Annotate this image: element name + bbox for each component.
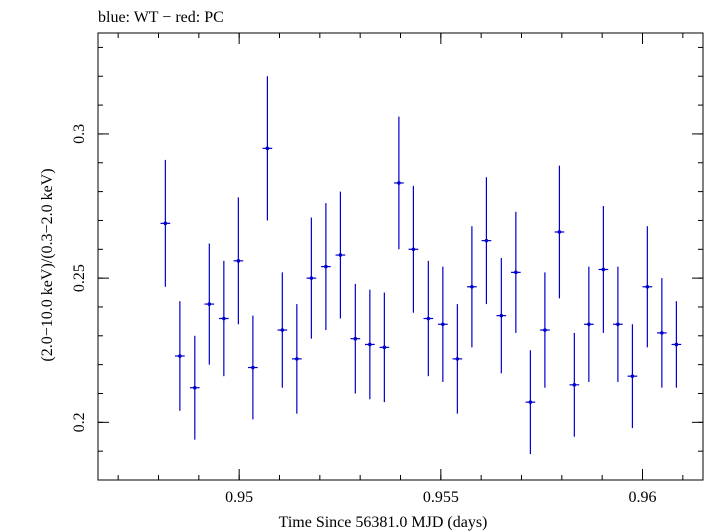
x-tick-label: 0.95 [225,489,253,506]
data-point [321,203,331,331]
point-marker [280,328,285,332]
data-point [540,272,550,388]
data-point [204,243,215,365]
point-marker [338,253,343,257]
data-point [511,211,521,333]
axis-ticks: 0.95 0.955 0.96 0.2 0.25 0.3 [71,33,703,506]
data-point [496,257,507,374]
point-marker [163,221,168,226]
data-point [262,76,273,221]
point-marker [207,302,212,306]
point-marker [397,181,401,185]
point-marker [411,247,416,252]
point-marker [295,357,299,361]
point-marker [265,146,270,151]
data-point [350,283,361,394]
data-point [467,226,477,348]
data-marks [160,76,682,455]
point-marker [674,342,679,347]
point-marker [514,270,518,275]
data-point [423,260,434,377]
y-axis-title: (2.0−10.0 keV)/(0.3−2.0 keV) [39,168,56,361]
point-marker [499,313,504,318]
data-point [292,304,302,414]
data-point [584,266,594,382]
data-point [598,206,609,333]
y-tick-label: 0.3 [71,124,88,144]
point-marker [222,316,226,321]
point-marker [470,284,474,289]
data-point [452,304,463,414]
data-point [306,217,317,339]
plot-frame [97,32,704,481]
point-marker [193,385,197,390]
point-marker [382,345,387,350]
data-point [335,191,346,319]
point-marker [572,383,577,387]
point-marker [178,354,182,358]
point-marker [528,400,533,404]
x-tick-label: 0.96 [629,489,657,506]
data-point [525,350,536,455]
y-tick-label: 0.25 [71,264,88,292]
data-point [569,332,580,437]
data-point [627,324,638,429]
point-marker [630,374,635,378]
data-point [365,289,375,400]
data-point [438,266,448,382]
point-marker [660,331,664,335]
point-marker [309,276,314,280]
data-point [642,226,653,348]
chart-title: blue: WT − red: PC [98,9,224,26]
point-marker [601,267,606,272]
data-point [219,260,229,377]
point-marker [557,230,562,234]
y-tick-label: 0.2 [71,412,88,432]
point-marker [324,264,328,269]
data-point [175,301,185,411]
data-point [189,335,200,440]
point-marker [455,357,460,361]
point-marker [543,328,547,332]
data-point [554,165,565,299]
point-marker [441,322,445,327]
point-marker [484,238,489,243]
point-marker [251,365,255,370]
data-point [613,266,623,382]
data-point [248,315,258,420]
point-marker [353,336,358,341]
data-point [233,197,244,325]
data-point [379,292,390,403]
point-marker [645,284,650,289]
data-point [408,185,419,313]
data-point [394,116,404,250]
point-marker [236,259,241,263]
x-axis-title: Time Since 56381.0 MJD (days) [279,514,488,531]
x-tick-label: 0.955 [423,489,459,506]
point-marker [368,342,372,347]
data-point [671,301,682,388]
point-marker [426,316,431,321]
data-point [277,272,288,388]
data-point [160,159,171,287]
data-point [481,177,492,305]
data-point [657,278,667,388]
point-marker [587,322,591,327]
point-marker [616,322,620,327]
